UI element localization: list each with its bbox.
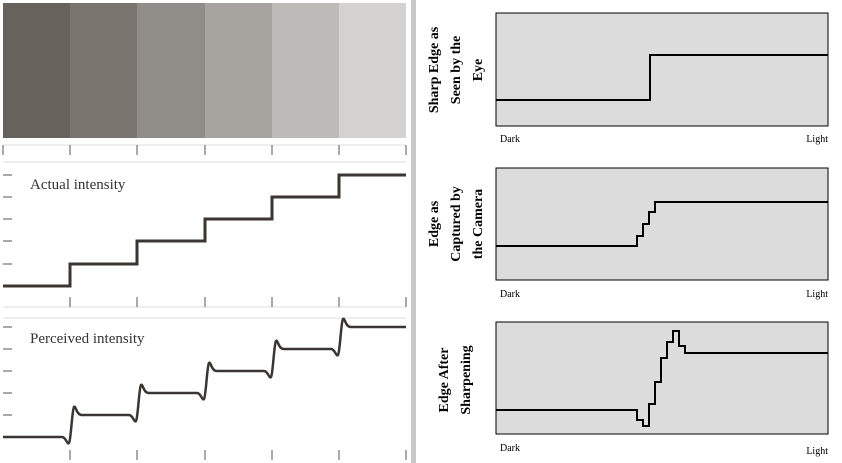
perceived-label: Perceived intensity: [30, 331, 145, 347]
light-label: Light: [806, 446, 828, 457]
actual-panel: Actual intensity: [3, 161, 407, 308]
panel-label: Sharp Edge as: [427, 26, 442, 113]
panel-label: the Camera: [471, 189, 486, 259]
panel-1: Sharp Edge as Seen by the Eye Dark Light: [427, 12, 829, 145]
dark-label: Dark: [500, 443, 520, 454]
panel-2: Edge as Captured by the Camera Dark Ligh…: [427, 167, 829, 300]
dark-label: Dark: [500, 134, 520, 145]
dark-label: Dark: [500, 289, 520, 300]
panel-label: Eye: [471, 59, 486, 82]
gray-bands: [3, 3, 406, 138]
light-label: Light: [806, 289, 828, 300]
light-label: Light: [806, 134, 828, 145]
actual-label: Actual intensity: [30, 177, 126, 193]
panel-label: Edge as: [427, 200, 442, 247]
panel-label: Edge After: [437, 348, 452, 413]
panel-label: Seen by the: [449, 36, 464, 104]
perceived-panel: Perceived intensity: [3, 317, 407, 460]
panel-label: Captured by: [449, 186, 464, 262]
band-ticks: [2, 144, 407, 155]
panel-3: Edge After Sharpening Dark Light: [437, 321, 829, 457]
divider: [411, 0, 416, 463]
panel-label: Sharpening: [459, 345, 474, 414]
